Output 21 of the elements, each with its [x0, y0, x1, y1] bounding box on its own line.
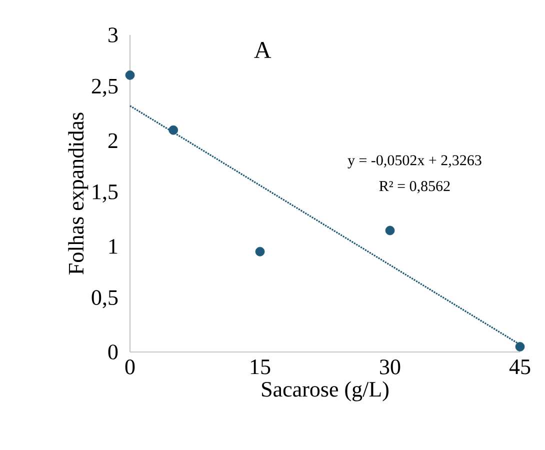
- y-axis-title: Folhas expandidas: [68, 112, 88, 274]
- y-tick-label: 0,5: [92, 290, 118, 308]
- y-tick-label: 2,5: [92, 78, 118, 97]
- annotation: y = -0,0502x + 2,3263: [348, 155, 482, 168]
- y-tick-label: 2: [108, 133, 118, 148]
- point: [168, 125, 178, 135]
- y-tick-label: 1,5: [92, 184, 118, 202]
- x-axis-title: Sacarose (g/L): [262, 381, 388, 402]
- x-tick-label: 45: [509, 360, 530, 374]
- y-tick-label: 1: [109, 239, 118, 254]
- x-tick-label: 0: [125, 360, 135, 374]
- chart-title: A: [254, 42, 272, 58]
- x-tick-label: 30: [380, 360, 400, 374]
- point: [385, 226, 395, 236]
- y-tick-label: 3: [108, 28, 118, 42]
- y-tick-label: 0: [108, 344, 118, 360]
- annotation: R² = 0,8562: [379, 181, 450, 194]
- point: [515, 342, 525, 352]
- point: [125, 70, 135, 80]
- point: [255, 246, 265, 256]
- x-tick-label: 15: [250, 360, 270, 374]
